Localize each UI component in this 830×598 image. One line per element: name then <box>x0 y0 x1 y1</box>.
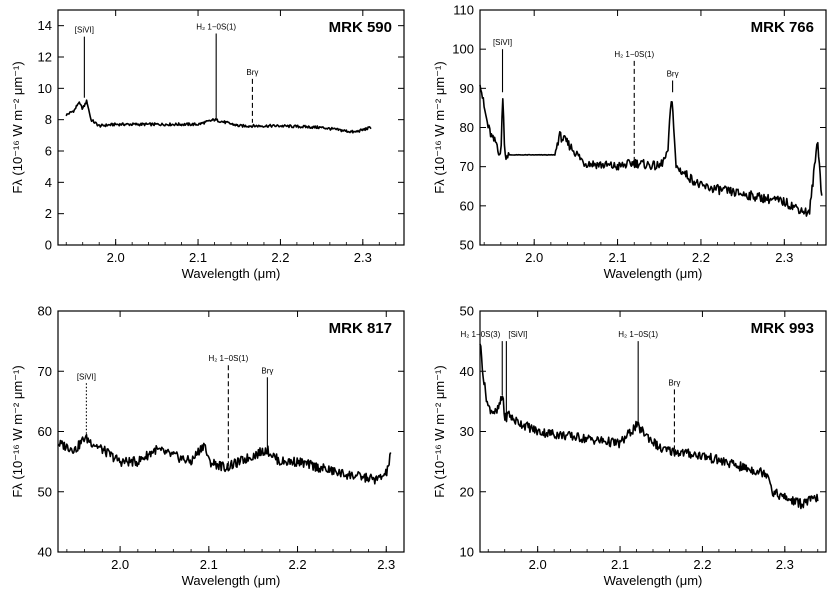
x-tick-label: 2.3 <box>775 250 793 265</box>
panel-1: 2.0 2.1 2.2 2.3 0 2 4 6 8 10 12 14 Wavelength (μm) Fλ… <box>10 9 405 281</box>
emission-line-label: Brγ <box>668 378 680 387</box>
y-tick-label: 6 <box>45 144 52 159</box>
y-tick-label: 50 <box>38 484 52 499</box>
panel-3: 2.0 2.1 2.2 2.3 40 50 60 70 80 Wavelength (μm) Fλ … <box>10 304 405 588</box>
emission-line-label: [SiVI] <box>508 330 527 339</box>
y-tick-label: 2 <box>45 206 52 221</box>
spectrum-line <box>57 433 392 485</box>
plot-frame <box>479 310 827 553</box>
panel-title: MRK 590 <box>329 19 392 36</box>
emission-line-label: [SiVI] <box>493 38 512 47</box>
y-tick-label: 100 <box>452 42 474 57</box>
y-tick-label: 8 <box>45 112 52 127</box>
y-tick-label: 80 <box>460 120 474 135</box>
y-tick-label: 40 <box>38 545 52 560</box>
emission-line-label: Brγ <box>246 68 258 77</box>
x-tick-label: 2.2 <box>271 250 289 265</box>
x-tick-label: 2.0 <box>107 250 125 265</box>
y-tick-label: 110 <box>453 3 474 18</box>
x-tick-label: 2.0 <box>111 557 129 572</box>
y-axis-label: Fλ (10⁻¹⁶ W m⁻² μm⁻¹) <box>432 61 447 193</box>
y-tick-label: 14 <box>38 18 52 33</box>
panel-4: 2.0 2.1 2.2 2.3 10 20 30 40 50 Wavelength (μm) Fλ … <box>432 304 827 588</box>
x-tick-label: 2.2 <box>288 557 306 572</box>
panel-2: 2.0 2.1 2.2 2.3 50 60 70 80 90 100 110 Wavelength (… <box>432 3 827 281</box>
y-axis-label: Fλ (10⁻¹⁶ W m⁻² μm⁻¹) <box>432 365 447 497</box>
x-axis-label: Wavelength (μm) <box>182 266 281 281</box>
y-axis-label: Fλ (10⁻¹⁶ W m⁻² μm⁻¹) <box>10 365 25 497</box>
x-tick-label: 2.3 <box>776 557 794 572</box>
x-tick-label: 2.0 <box>525 250 543 265</box>
panel-title: MRK 817 <box>329 320 392 337</box>
y-tick-label: 20 <box>460 484 474 499</box>
y-tick-label: 0 <box>45 238 52 253</box>
panel-title: MRK 766 <box>751 19 814 36</box>
x-tick-label: 2.1 <box>200 557 218 572</box>
y-tick-label: 30 <box>460 424 474 439</box>
x-tick-label: 2.0 <box>529 557 547 572</box>
emission-line-label: [SiVI] <box>75 26 94 35</box>
x-axis-label: Wavelength (μm) <box>604 266 703 281</box>
emission-line-label: Brγ <box>667 70 679 79</box>
spectrum-line <box>479 343 819 510</box>
x-tick-label: 2.3 <box>377 557 395 572</box>
y-tick-label: 40 <box>460 364 474 379</box>
emission-line-label: [SiVI] <box>77 372 96 381</box>
spectrum-line <box>65 99 372 134</box>
emission-line-label: H₂ 1−0S(1) <box>196 23 236 32</box>
x-tick-label: 2.1 <box>189 250 207 265</box>
y-tick-label: 50 <box>460 304 474 319</box>
y-tick-label: 80 <box>38 304 52 319</box>
emission-line-label: H₂ 1−0S(1) <box>208 354 248 363</box>
plot-frame <box>479 9 827 246</box>
emission-line-label: H₂ 1−0S(3) <box>460 330 500 339</box>
x-axis-label: Wavelength (μm) <box>182 573 281 588</box>
y-tick-label: 70 <box>460 159 474 174</box>
y-tick-label: 4 <box>45 175 52 190</box>
spectrum-line <box>479 84 823 217</box>
emission-line-label: H₂ 1−0S(1) <box>618 330 658 339</box>
x-tick-label: 2.3 <box>354 250 372 265</box>
plot-frame <box>57 9 405 246</box>
y-tick-label: 60 <box>460 198 474 213</box>
panel-title: MRK 993 <box>751 320 814 337</box>
x-tick-label: 2.1 <box>609 250 627 265</box>
x-axis-label: Wavelength (μm) <box>604 573 703 588</box>
plot-frame <box>57 310 405 553</box>
emission-line-label: Brγ <box>261 366 273 375</box>
y-tick-label: 10 <box>460 545 474 560</box>
y-tick-label: 12 <box>38 50 52 65</box>
x-tick-label: 2.2 <box>693 557 711 572</box>
y-tick-label: 70 <box>38 364 52 379</box>
emission-line-label: H₂ 1−0S(1) <box>614 50 654 59</box>
x-tick-label: 2.2 <box>692 250 710 265</box>
x-tick-label: 2.1 <box>611 557 629 572</box>
y-tick-label: 60 <box>38 424 52 439</box>
y-tick-label: 50 <box>460 238 474 253</box>
y-tick-label: 90 <box>460 81 474 96</box>
y-axis-label: Fλ (10⁻¹⁶ W m⁻² μm⁻¹) <box>10 61 25 193</box>
y-tick-label: 10 <box>38 81 52 96</box>
